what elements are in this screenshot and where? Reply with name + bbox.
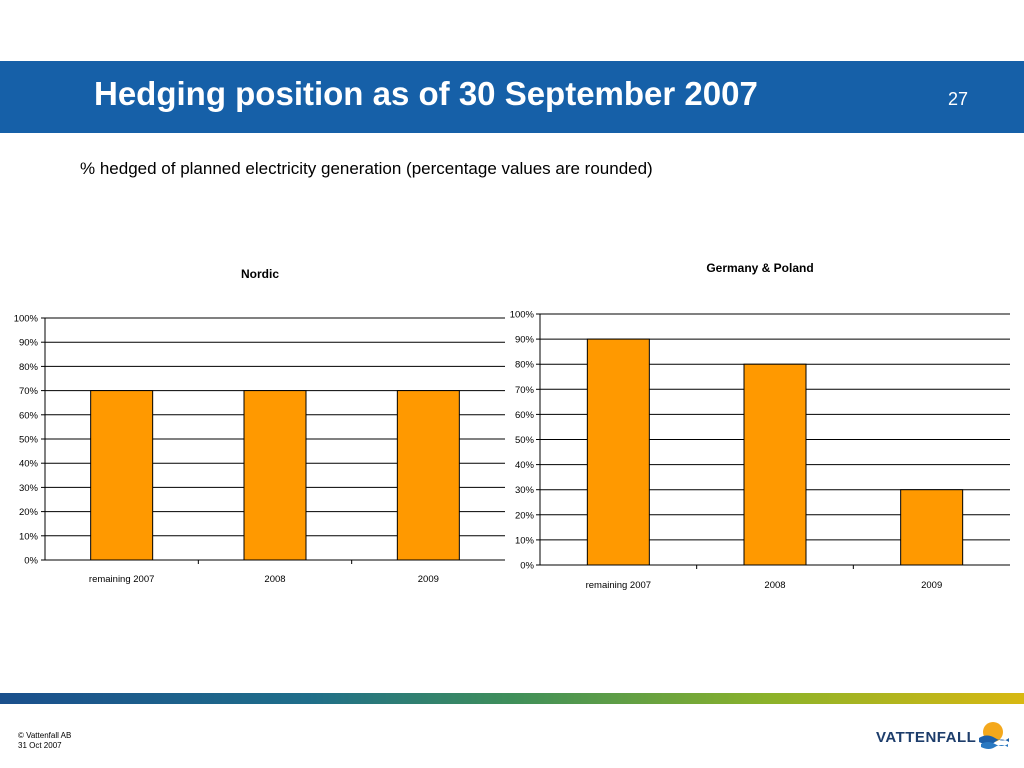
bar-2009 [396, 390, 460, 561]
footer: © Vattenfall AB 31 Oct 2007 [18, 731, 71, 751]
chart-title: Nordic [241, 267, 279, 281]
y-tick-label: 20% [515, 510, 535, 521]
y-tick-label: 70% [515, 385, 535, 396]
x-tick-label: 2008 [764, 580, 785, 591]
header-bar [0, 61, 1024, 133]
y-tick-label: 0% [24, 556, 38, 567]
bar-remaining-2007 [90, 390, 154, 561]
y-tick-label: 60% [515, 410, 535, 421]
y-tick-label: 50% [515, 435, 535, 446]
y-tick-label: 10% [515, 535, 535, 546]
y-tick-label: 80% [19, 362, 39, 373]
footer-copyright: © Vattenfall AB [18, 731, 72, 740]
logo-text: VATTENFALL [876, 729, 977, 746]
slide-title: Hedging position as of 30 September 2007 [94, 75, 758, 112]
x-tick-label: remaining 2007 [586, 580, 652, 591]
vattenfall-logo: VATTENFALL [876, 718, 1009, 752]
y-tick-label: 70% [19, 386, 39, 397]
y-tick-label: 80% [515, 360, 535, 371]
bar-2008 [743, 363, 807, 566]
x-tick-label: 2009 [418, 574, 439, 585]
footer-date: 31 Oct 2007 [18, 741, 62, 750]
chart-title: Germany & Poland [706, 261, 813, 275]
y-tick-label: 90% [19, 338, 39, 349]
y-tick-label: 60% [19, 410, 39, 421]
slide-subtitle: % hedged of planned electricity generati… [80, 159, 653, 178]
y-tick-label: 0% [520, 561, 534, 572]
y-tick-label: 20% [19, 507, 39, 518]
y-tick-label: 30% [515, 485, 535, 496]
bar-remaining-2007 [586, 338, 650, 566]
x-tick-label: 2009 [921, 580, 942, 591]
bar-2008 [243, 390, 307, 561]
page-number: 27 [948, 89, 969, 109]
y-tick-label: 40% [515, 460, 535, 471]
x-tick-label: 2008 [264, 574, 285, 585]
sun-wave-icon [979, 722, 1009, 749]
y-tick-label: 30% [19, 483, 39, 494]
y-tick-label: 10% [19, 531, 39, 542]
y-tick-label: 100% [510, 310, 535, 321]
bottom-color-band [0, 693, 1024, 704]
y-tick-label: 40% [19, 459, 39, 470]
y-tick-label: 90% [515, 335, 535, 346]
y-tick-label: 100% [14, 314, 39, 325]
y-tick-label: 50% [19, 435, 39, 446]
x-tick-label: remaining 2007 [89, 574, 155, 585]
bar-2009 [900, 489, 964, 566]
